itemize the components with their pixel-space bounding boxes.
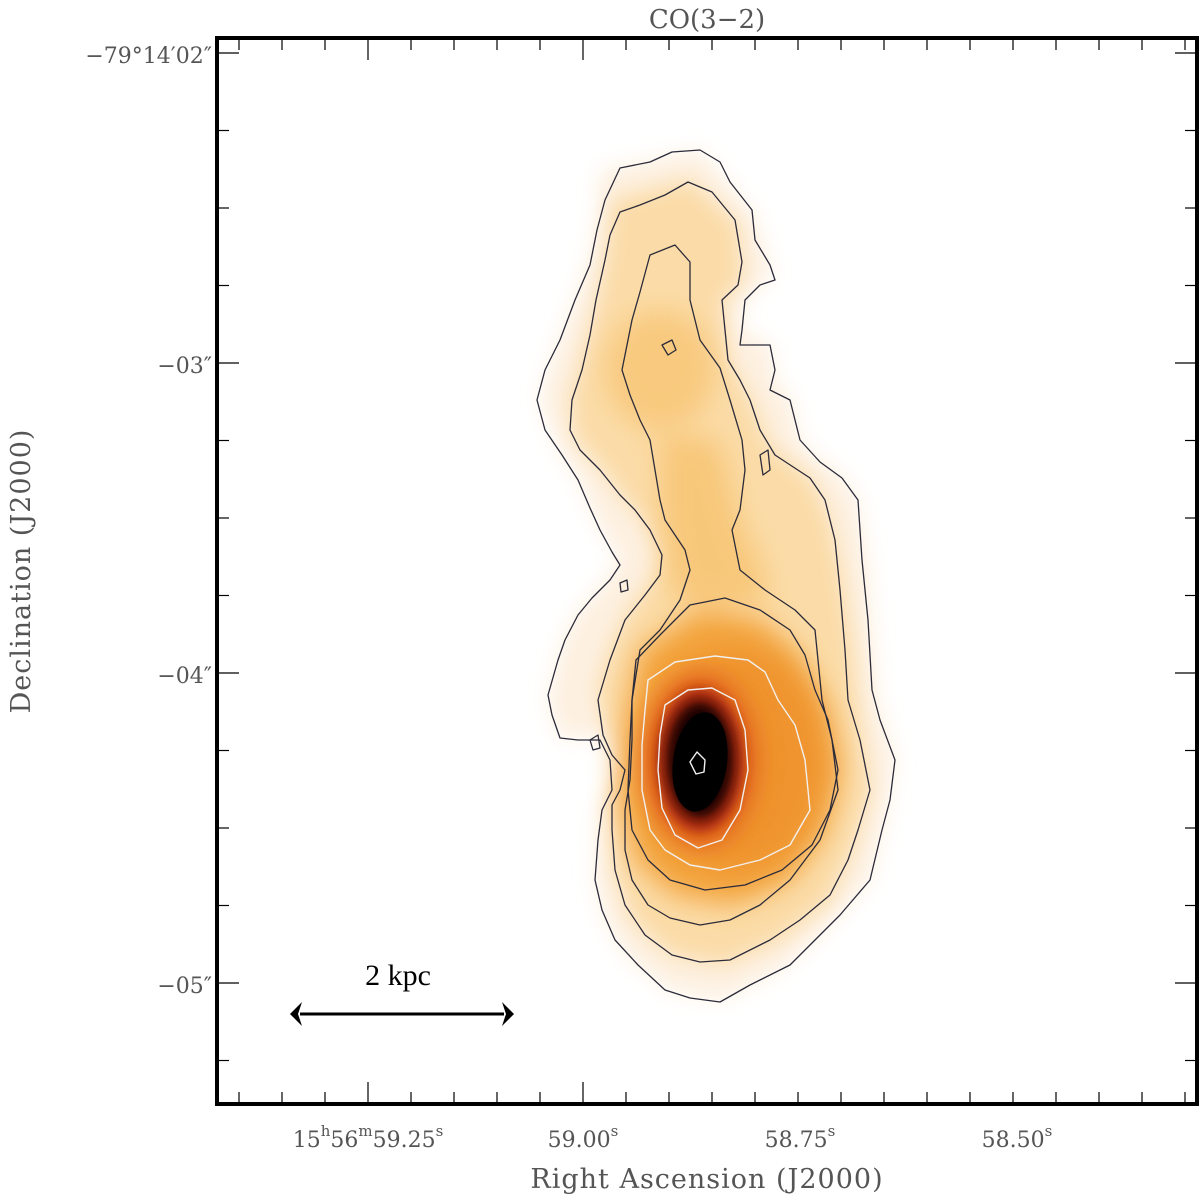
plot-title: CO(3−2) [649,5,765,35]
scale-bar: 2 kpc [290,959,514,1026]
scale-bar-left-arrow [290,1002,302,1026]
x-tick-label-59-00: 59.00s [548,1122,619,1153]
emission-filament [660,430,770,610]
x-tick-label-58-75: 58.75s [765,1122,836,1153]
y-tick-label-04: −04″ [157,664,212,689]
contour-island-3 [589,734,601,751]
y-axis-title: Declination (J2000) [6,429,37,714]
contour-level-4 [627,597,839,891]
emission-core-inner [672,712,728,812]
x-tick-label-58-50: 58.50s [982,1122,1053,1153]
plot-frame [215,36,1199,1106]
x-axis-title: Right Ascension (J2000) [530,1164,883,1195]
contour-island-2 [759,449,771,476]
contour-level-5 [641,655,811,871]
contour-level-1 [536,149,896,1003]
contour-island-1 [661,339,677,356]
x-tick-label-59-25: 15h56m59.25s [293,1122,444,1153]
contour-level-3 [621,244,839,926]
contour-island-4 [619,579,629,593]
contours [536,149,896,1003]
y-tick-label-03: −03″ [157,354,212,379]
y-tick-label-05: −05″ [157,974,212,999]
y-axis-ticks [217,52,1197,1062]
scale-bar-right-arrow [502,1002,514,1026]
x-tick-labels: 15h56m59.25s 59.00s 58.75s 58.50s [293,1122,1053,1153]
y-tick-label-02: −79°14′02″ [85,44,212,69]
contour-level-6 [657,687,749,849]
contour-level-7 [689,751,706,775]
y-tick-labels: −79°14′02″ −03″ −04″ −05″ [85,44,212,999]
scale-bar-label: 2 kpc [365,959,431,992]
contour-level-2 [569,181,871,963]
x-axis-ticks [238,38,1186,1104]
